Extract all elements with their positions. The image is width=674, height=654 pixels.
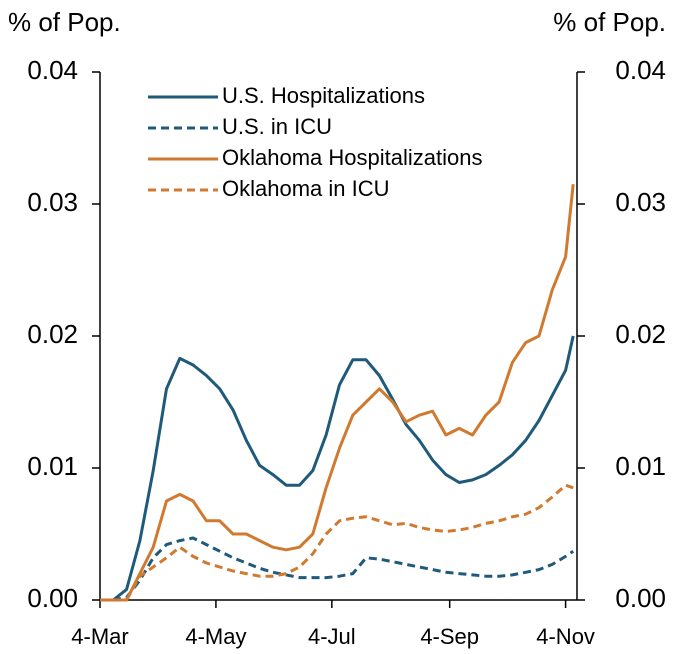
y2-tick-label: 0.02 — [615, 319, 666, 349]
x-tick-label: 4-Mar — [71, 624, 128, 649]
y-tick-label: 0.01 — [27, 451, 78, 481]
y2-tick-label: 0.04 — [615, 55, 666, 85]
series-line — [100, 335, 575, 602]
x-tick-label: 4-Jul — [308, 624, 356, 649]
x-tick-label: 4-May — [185, 624, 246, 649]
x-tick-label: 4-Sep — [420, 624, 479, 649]
y2-tick-label: 0.00 — [615, 583, 666, 613]
series-line — [100, 483, 574, 602]
y2-tick-label: 0.03 — [615, 187, 666, 217]
x-tick-label: 4-Nov — [536, 624, 595, 649]
y-tick-label: 0.04 — [27, 55, 78, 85]
y-tick-label: 0.02 — [27, 319, 78, 349]
y2-tick-label: 0.01 — [615, 451, 666, 481]
y2-axis-label: % of Pop. — [553, 7, 666, 37]
series-line — [100, 536, 575, 602]
y-tick-label: 0.03 — [27, 187, 78, 217]
legend-label: U.S. Hospitalizations — [222, 83, 425, 108]
legend-label: Oklahoma Hospitalizations — [222, 145, 482, 170]
y-tick-label: 0.00 — [27, 583, 78, 613]
legend-label: U.S. in ICU — [222, 114, 332, 139]
legend-label: Oklahoma in ICU — [222, 176, 390, 201]
y-axis-label: % of Pop. — [8, 7, 121, 37]
series-line — [100, 184, 575, 602]
